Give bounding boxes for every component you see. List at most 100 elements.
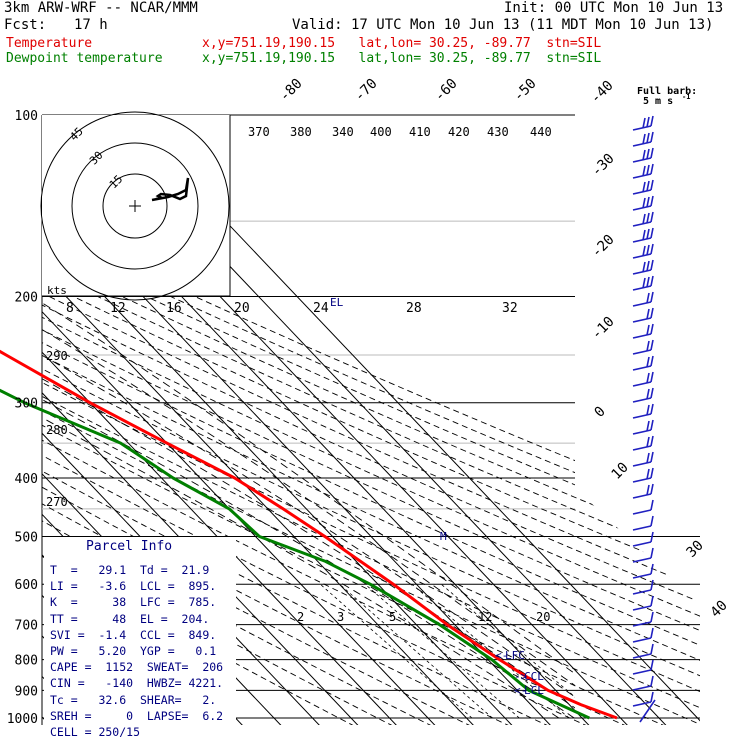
parcel-info-row: SVI = -1.4 CCL = 849. <box>50 627 217 642</box>
isotherm-line <box>42 115 518 725</box>
wind-barb <box>632 435 654 451</box>
dry-adiabat-line <box>42 115 364 725</box>
speed-scale-label: 8 <box>66 301 74 316</box>
wind-barb <box>632 579 654 595</box>
fcst-value: 17 h <box>74 17 108 33</box>
isotherm-label: 30 <box>684 538 707 561</box>
temperature-legend-label: Temperature <box>6 36 93 51</box>
isotherm-label: -50 <box>511 76 540 105</box>
theta-label: 420 <box>448 125 470 139</box>
dry-adiabat-line <box>42 115 676 725</box>
mixing-ratio-line <box>320 583 473 719</box>
wind-barb <box>632 179 654 195</box>
moist-adiabat-line <box>42 302 575 675</box>
dry-adiabat-group <box>42 115 700 725</box>
dry-adiabat-line <box>42 115 700 725</box>
isotherm-line <box>42 115 480 725</box>
speed-scale-label: 16 <box>166 301 182 316</box>
wind-barb-surface <box>639 699 656 723</box>
pressure-tick-label: 900 <box>15 684 38 699</box>
mixing-ratio-label: 20 <box>536 610 550 624</box>
pressure-tick-label: 600 <box>15 578 38 593</box>
dry-adiabat-line <box>42 115 700 725</box>
wind-barb <box>632 163 654 179</box>
pressure-tick-label: 400 <box>15 472 38 487</box>
isotherm-label: 10 <box>609 460 632 483</box>
wind-barb <box>632 259 654 275</box>
speed-scale-label: 12 <box>110 301 126 316</box>
theta-label: 440 <box>530 125 552 139</box>
hodograph-trace <box>151 177 190 202</box>
theta-side-label: 290 <box>46 349 68 363</box>
isotherm-line <box>42 115 403 725</box>
wind-barb <box>632 211 654 227</box>
wind-barb <box>632 643 654 659</box>
parcel-info-row: CELL = 250/15 <box>50 725 141 740</box>
isotherm-label: 40 <box>708 598 731 621</box>
speed-scale-label: 24 <box>313 301 329 316</box>
wind-barb <box>632 339 654 355</box>
isotherm-label: -80 <box>277 76 306 105</box>
pressure-tick-label: 500 <box>15 530 38 545</box>
wind-barb <box>632 451 654 467</box>
theta-label: 410 <box>409 125 431 139</box>
isotherm-label: -10 <box>589 314 618 343</box>
isotherm-label: -40 <box>588 78 617 107</box>
pressure-tick-label: 700 <box>15 619 38 634</box>
wind-barb <box>632 499 654 515</box>
wind-barb <box>632 371 654 387</box>
mixing-ratio-label: 2 <box>297 610 304 624</box>
temperature-location-info: x,y=751.19,190.15 lat,lon= 30.25, -89.77… <box>202 36 602 51</box>
pressure-tick-label: 1000 <box>7 712 38 727</box>
pressure-tick-label: 100 <box>15 109 38 124</box>
mixing-ratio-label: 3 <box>337 610 344 624</box>
mixing-ratio-line <box>339 583 493 719</box>
wind-barb <box>632 275 654 291</box>
dry-adiabat-line <box>42 115 700 725</box>
hodograph-ring <box>71 142 199 270</box>
wind-barb <box>632 323 654 339</box>
parcel-info-row: CIN = -140 HWBZ= 4221. <box>50 676 224 691</box>
wind-barb <box>632 307 654 323</box>
parcel-info-box: Parcel Info T = 29.1 Td = 21.9 LI = -3.6 … <box>44 537 236 739</box>
level-marker-arrow: <- <box>495 649 508 662</box>
wind-barb <box>632 115 654 131</box>
dewpoint-legend-label: Dewpoint temperature <box>6 51 163 66</box>
theta-label: 380 <box>290 125 312 139</box>
dry-adiabat-line <box>42 115 700 725</box>
speed-scale-label: 28 <box>406 301 422 316</box>
parcel-info-rows: T = 29.1 Td = 21.9 LI = -3.6 LCL = 895. K … <box>50 562 223 740</box>
isotherm-label: 0 <box>592 404 609 421</box>
dry-adiabat-line <box>42 115 700 725</box>
wind-barb <box>632 227 654 243</box>
level-marker-arrow: -> <box>514 670 528 683</box>
theta-label: 430 <box>487 125 509 139</box>
dry-adiabat-line <box>42 115 700 725</box>
theta-side-label: 270 <box>46 495 68 509</box>
wind-barb <box>632 547 654 563</box>
parcel-info-row: LI = -3.6 LCL = 895. <box>50 579 217 594</box>
pressure-tick-label: 200 <box>15 291 38 306</box>
level-marker-label: CCL <box>524 670 544 683</box>
parcel-info-title: Parcel Info <box>86 539 173 554</box>
wind-barb <box>632 595 654 611</box>
speed-scale-label: 32 <box>502 301 518 316</box>
init-time: Init: 00 UTC Mon 10 Jun 13 <box>504 0 724 16</box>
dry-adiabat-line <box>42 115 700 725</box>
theta-side-label: 280 <box>46 423 68 437</box>
parcel-info-row: TT = 48 EL = 204. <box>50 611 210 626</box>
pressure-tick-label: 800 <box>15 654 38 669</box>
hodograph-ring <box>102 173 168 239</box>
isotherm-label: -20 <box>589 232 618 261</box>
isotherm-label: -60 <box>432 76 461 105</box>
valid-time: Valid: 17 UTC Mon 10 Jun 13 (11 MDT Mon … <box>292 17 714 33</box>
moist-adiabat-line <box>42 354 575 698</box>
parcel-info-row: K = 38 LFC = 785. <box>50 595 217 610</box>
wind-barb <box>632 691 654 707</box>
moist-adiabat-line <box>42 329 575 687</box>
wind-barb <box>632 515 654 531</box>
dry-adiabat-line <box>42 115 700 725</box>
level-marker-label: LCL <box>524 684 544 697</box>
level-marker-arrow: <- <box>514 684 527 697</box>
temperature-profile <box>0 349 618 720</box>
